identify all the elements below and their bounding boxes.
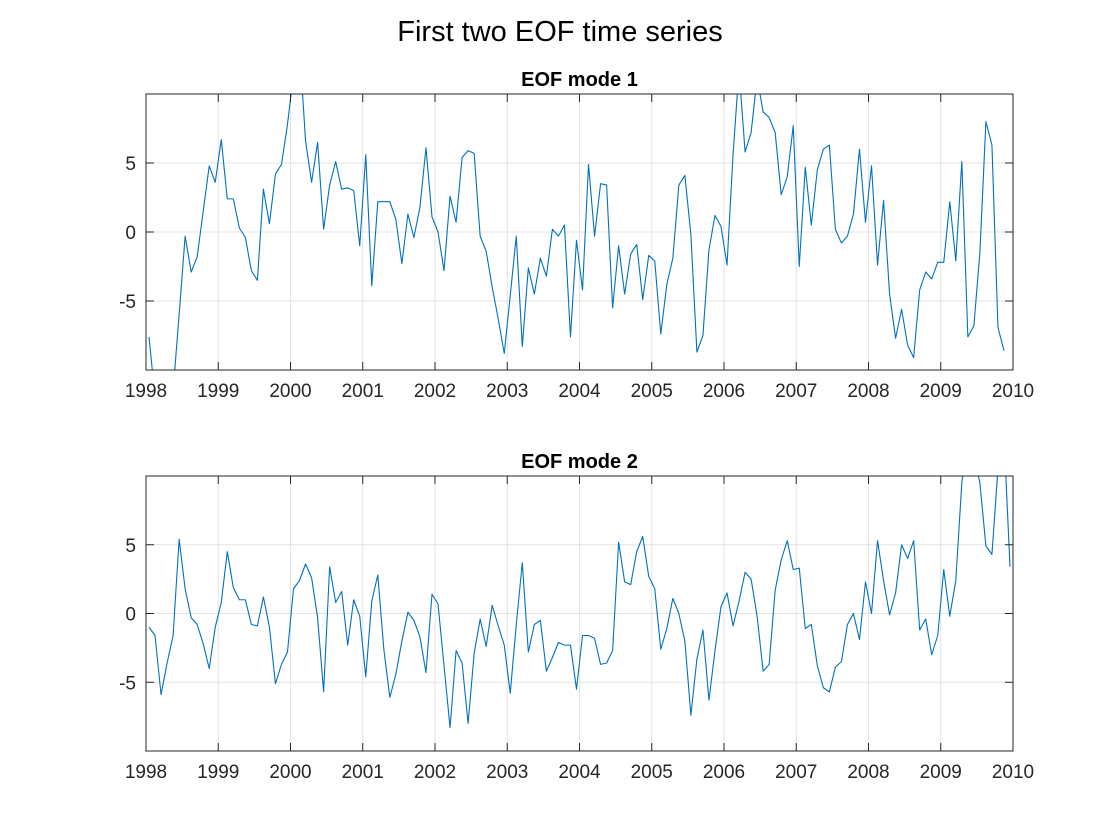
x-tick-label: 2008 (847, 762, 889, 783)
x-tick-label: 2007 (775, 381, 817, 402)
subplot-title: EOF mode 2 (521, 451, 638, 473)
x-tick-label: 2000 (269, 762, 311, 783)
x-tick-label: 2002 (414, 762, 456, 783)
x-tick-label: 2004 (558, 381, 601, 402)
x-tick-label: 2009 (920, 762, 962, 783)
x-tick-label: 2003 (486, 762, 528, 783)
x-tick-label: 2009 (920, 381, 962, 402)
axes-1: 1998 1999 2000 2001 2002 2003 2004 2005 2006 2007… (119, 69, 1034, 402)
figure-title: First two EOF time series (397, 16, 723, 48)
x-tick-label: 2008 (847, 381, 889, 402)
x-tick-label: 2006 (703, 762, 745, 783)
x-tick-label: 1998 (125, 381, 167, 402)
x-tick-label: 2005 (631, 381, 673, 402)
y-tick-label: -5 (119, 292, 136, 313)
x-tick-label: 2000 (269, 381, 311, 402)
x-tick-label: 2002 (414, 381, 456, 402)
x-tick-label: 2010 (992, 381, 1034, 402)
x-tick-label: 2001 (342, 381, 384, 402)
x-tick-label: 1999 (197, 762, 239, 783)
x-tick-label: 2001 (342, 762, 384, 783)
series-line-1 (148, 476, 1011, 729)
y-tick-label: -5 (119, 673, 136, 694)
x-tick-label: 2007 (775, 762, 817, 783)
x-tick-label: 2003 (486, 381, 528, 402)
y-tick-label: 0 (125, 223, 136, 244)
x-tick-label: 2010 (992, 762, 1034, 783)
y-tick-label: 5 (125, 154, 136, 175)
x-tick-label: 2005 (631, 762, 673, 783)
x-tick-label: 2004 (558, 762, 601, 783)
subplot-title: EOF mode 1 (521, 69, 638, 91)
series-line-1 (148, 94, 1005, 370)
x-tick-label: 1998 (125, 762, 167, 783)
x-tick-label: 2006 (703, 381, 745, 402)
x-tick-label: 1999 (197, 381, 239, 402)
axes-2: 1998 1999 2000 2001 2002 2003 2004 2005 2006 2007… (119, 451, 1034, 783)
y-tick-label: 0 (125, 605, 136, 626)
y-tick-label: 5 (125, 536, 136, 557)
